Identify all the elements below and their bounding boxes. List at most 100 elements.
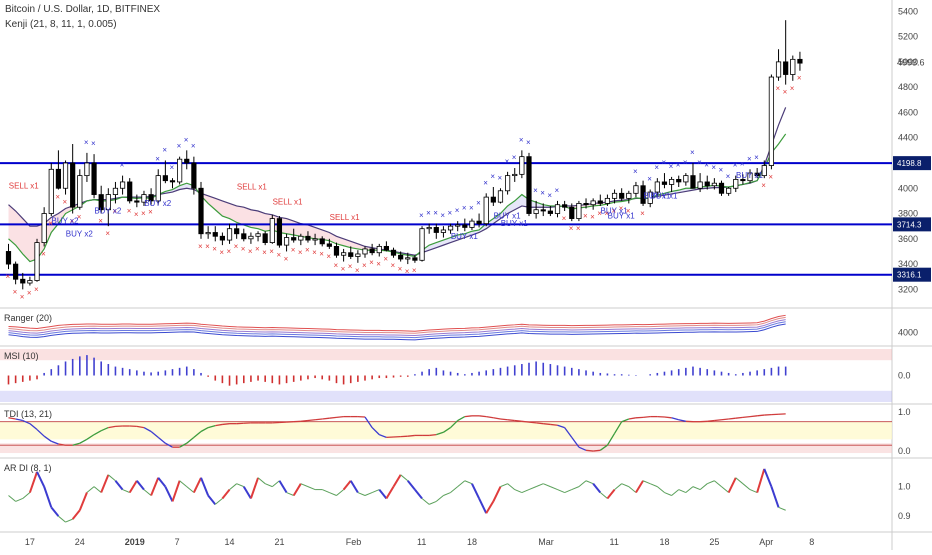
ardi-line-segment [329, 493, 336, 496]
date-tick-label: 24 [75, 537, 85, 547]
date-tick-label: Apr [759, 537, 773, 547]
candle-body [185, 159, 189, 163]
sell-cross-marker: × [6, 272, 11, 281]
sell-cross-marker: × [34, 285, 39, 294]
candle-body [120, 182, 124, 188]
ardi-line-segment [707, 481, 714, 484]
ardi-line-segment [73, 510, 80, 519]
date-tick-label: 11 [417, 537, 426, 547]
candle-body [669, 179, 673, 184]
ardi-line-segment [215, 498, 222, 504]
candle-body [363, 249, 367, 254]
sell-cross-marker: × [790, 84, 795, 93]
candle-body [420, 229, 424, 261]
buy-signal-label: BUY x1 [608, 212, 636, 221]
buy-signal-label: BUY x1 [736, 171, 764, 180]
sell-cross-marker: × [205, 242, 210, 251]
tdi-line-segment [593, 450, 600, 451]
ardi-line-segment [593, 484, 600, 493]
candle-body [292, 238, 296, 241]
buy-cross-marker: × [433, 209, 438, 218]
candle-body [798, 59, 802, 63]
tdi-line-segment [714, 420, 721, 421]
candle-body [70, 163, 74, 207]
tdi-tick-label: 0.0 [898, 446, 911, 456]
msi-tick-label: 0.0 [898, 371, 911, 381]
buy-signal-label: BUY x2 [94, 207, 122, 216]
ardi-line-segment [301, 484, 308, 487]
sell-cross-marker: × [326, 252, 331, 261]
candle-body [413, 258, 417, 261]
candle-body [78, 176, 82, 208]
price-tick-label: 4400 [898, 133, 918, 143]
candle-body [21, 279, 25, 283]
tdi-line-segment [458, 417, 465, 421]
price-tick-label: 5200 [898, 32, 918, 42]
ardi-line-segment [529, 487, 536, 490]
ranger-title: Ranger (20) [4, 313, 52, 323]
candle-body [299, 236, 303, 240]
sell-cross-marker: × [127, 206, 132, 215]
candle-body [220, 236, 224, 240]
candle-body [534, 210, 538, 214]
sell-cross-marker: × [20, 292, 25, 301]
date-tick-label: 8 [809, 537, 814, 547]
candle-body [128, 182, 132, 201]
ardi-line-segment [543, 484, 550, 487]
candle-body [662, 182, 666, 185]
tdi-line-segment [664, 417, 671, 418]
date-tick-label: 25 [709, 537, 719, 547]
ardi-line-segment [522, 490, 529, 493]
candle-body [163, 176, 167, 181]
ardi-line-segment [679, 490, 686, 493]
ardi-line-segment [643, 481, 650, 484]
buy-cross-marker: × [440, 211, 445, 220]
sell-cross-marker: × [376, 260, 381, 269]
ardi-line-segment [607, 490, 614, 499]
sell-cross-marker: × [262, 248, 267, 257]
sell-cross-marker: × [276, 251, 281, 260]
ardi-line-segment [16, 498, 23, 501]
ardi-line-segment [743, 484, 750, 490]
tdi-line-segment [16, 419, 23, 421]
buy-signal-label: BUY x2 [66, 229, 94, 238]
ardi-line-segment [265, 484, 272, 487]
ardi-line-segment [115, 481, 122, 490]
ardi-line-segment [351, 481, 358, 493]
date-tick-label: 18 [659, 537, 669, 547]
candle-body [541, 210, 545, 211]
sell-cross-marker: × [134, 210, 139, 219]
sell-signal-label: SELL x1 [9, 181, 39, 190]
buy-cross-marker: × [497, 173, 502, 182]
price-tick-label: 3400 [898, 259, 918, 269]
ardi-line-segment [187, 487, 194, 493]
buy-cross-marker: × [676, 161, 681, 170]
candle-body [306, 236, 310, 240]
candle-body [455, 225, 459, 226]
candle-body [391, 250, 395, 255]
buy-signal-label: BUY x1 [501, 219, 529, 228]
buy-cross-marker: × [526, 138, 531, 147]
buy-cross-marker: × [633, 167, 638, 176]
candle-body [242, 234, 246, 239]
ardi-line-segment [664, 493, 671, 496]
candle-body [256, 234, 260, 237]
date-tick-label: Mar [538, 537, 554, 547]
candle-body [513, 174, 517, 175]
ardi-line-segment [536, 484, 543, 487]
ardi-line-segment [615, 484, 622, 490]
sell-cross-marker: × [291, 246, 296, 255]
candle-body [398, 255, 402, 259]
tdi-line-segment [80, 439, 87, 443]
sell-cross-marker: × [398, 265, 403, 274]
sell-cross-marker: × [783, 88, 788, 97]
sell-cross-marker: × [355, 266, 360, 275]
tdi-line-segment [486, 417, 493, 418]
sell-cross-marker: × [298, 248, 303, 257]
candle-body [570, 207, 574, 218]
candle-body [377, 246, 381, 252]
ardi-line-segment [44, 487, 51, 508]
ardi-line-segment [465, 481, 472, 484]
tdi-line-segment [622, 419, 629, 422]
